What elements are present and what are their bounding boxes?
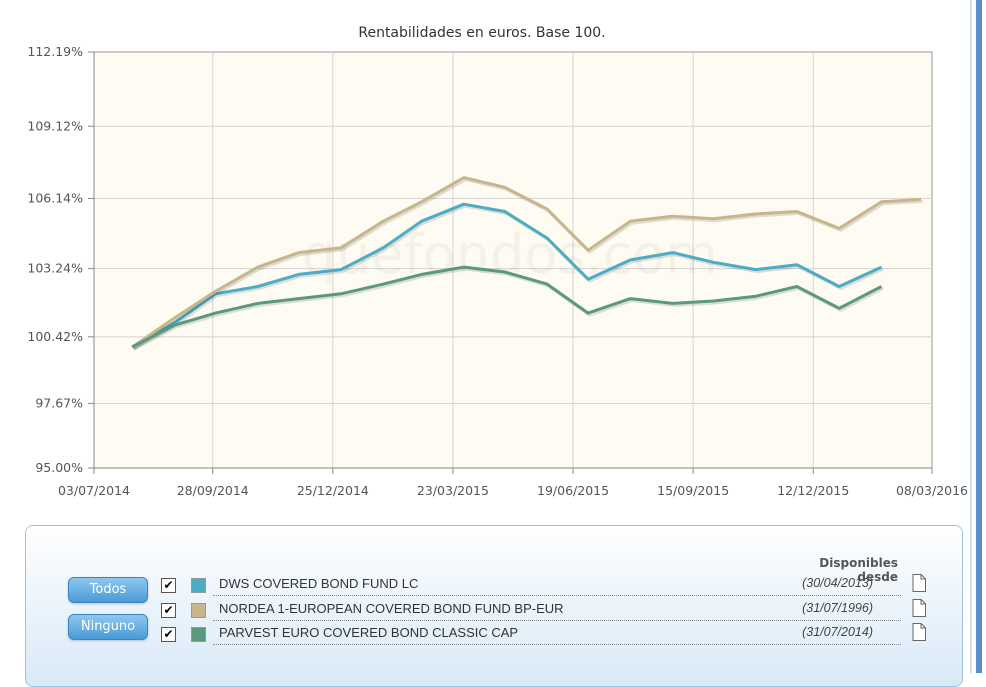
y-tick-label: 100.42% (27, 329, 83, 344)
y-tick-label: 112.19% (27, 44, 83, 59)
document-icon[interactable] (909, 573, 929, 593)
x-tick-label: 15/09/2015 (657, 483, 729, 498)
grid-lines (94, 52, 932, 468)
fund-row: ✔ PARVEST EURO COVERED BOND CLASSIC CAP (3… (161, 622, 951, 646)
x-tick-label: 25/12/2014 (297, 483, 369, 498)
fund-checkbox[interactable]: ✔ (161, 578, 176, 593)
color-swatch (191, 602, 206, 618)
available-since-header: Disponibles desde (819, 556, 898, 584)
fund-name: PARVEST EURO COVERED BOND CLASSIC CAP (219, 625, 519, 640)
page-edge-bar (976, 0, 982, 673)
series-line-dws-covered-bond-fund-lc (131, 202, 883, 349)
y-tick-label: 109.12% (27, 118, 83, 133)
color-swatch (191, 578, 206, 593)
page-edge-light (970, 0, 972, 673)
fund-row: ✔ NORDEA 1-EUROPEAN COVERED BOND FUND BP-… (161, 598, 951, 622)
select-none-button[interactable]: Ninguno (68, 614, 148, 640)
fund-available-date: (30/04/2013) (802, 576, 873, 590)
y-tick-label: 103.24% (27, 261, 83, 276)
document-icon[interactable] (909, 598, 929, 618)
fund-checkbox[interactable]: ✔ (161, 602, 176, 618)
axes: 03/07/2014 28/09/2014 25/12/2014 23/03/2015… (27, 44, 968, 498)
fund-row: ✔ DWS COVERED BOND FUND LC (30/04/2013) (161, 573, 951, 597)
x-tick-label: 23/03/2015 (417, 483, 489, 498)
chart-title: Rentabilidades en euros. Base 100. (358, 25, 605, 41)
series-line-nordea-1-european-covered-bond-fund-bp-eur (131, 176, 922, 349)
x-tick-label: 12/12/2015 (777, 483, 849, 498)
plot-area (93, 51, 933, 469)
x-tick-label: 28/09/2014 (177, 483, 249, 498)
fund-available-date: (31/07/1996) (802, 600, 873, 615)
legend-panel: Disponibles desde Todos Ninguno ✔ DWS COV… (25, 525, 963, 687)
row-divider (213, 619, 901, 621)
x-tick-label: 03/07/2014 (58, 483, 130, 498)
fund-name: DWS COVERED BOND FUND LC (219, 576, 419, 591)
y-tick-label: 106.14% (27, 190, 83, 205)
y-tick-label: 95.00% (35, 460, 83, 475)
row-divider (213, 644, 901, 645)
y-tick-label: 97.67% (35, 395, 83, 410)
fund-name: NORDEA 1-EUROPEAN COVERED BOND FUND BP-E… (219, 600, 564, 616)
select-all-button[interactable]: Todos (68, 577, 148, 603)
x-tick-label: 19/06/2015 (537, 483, 609, 498)
series-shadow-parvest-euro-covered-bond-classic-cap (133, 267, 884, 351)
row-divider (213, 595, 901, 596)
document-icon[interactable] (909, 622, 929, 642)
fund-available-date: (31/07/2014) (802, 625, 873, 639)
performance-chart: quefondos.com 03/07/2014 28/09/2014 25/12/… (27, 25, 968, 498)
x-tick-label: 08/03/2016 (896, 483, 968, 498)
series-lines (131, 176, 923, 351)
series-line-parvest-euro-covered-bond-classic-cap (131, 265, 883, 349)
color-swatch (191, 627, 206, 642)
fund-checkbox[interactable]: ✔ (161, 627, 176, 642)
